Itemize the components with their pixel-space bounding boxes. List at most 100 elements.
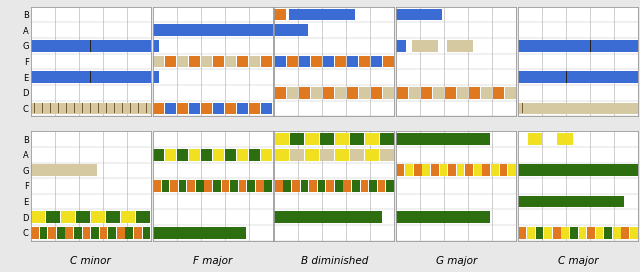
- Bar: [557, 133, 573, 145]
- Bar: [74, 227, 82, 239]
- Bar: [196, 180, 204, 192]
- Bar: [518, 40, 638, 52]
- Bar: [326, 180, 334, 192]
- Bar: [201, 56, 212, 67]
- Bar: [100, 227, 108, 239]
- Bar: [275, 87, 286, 99]
- Bar: [165, 56, 176, 67]
- Bar: [380, 149, 394, 160]
- Bar: [117, 227, 125, 239]
- Bar: [292, 180, 300, 192]
- Text: C major: C major: [558, 256, 598, 266]
- Bar: [189, 149, 200, 160]
- Bar: [621, 227, 629, 239]
- Bar: [396, 211, 490, 223]
- Bar: [90, 71, 91, 83]
- Bar: [350, 149, 364, 160]
- Bar: [31, 103, 150, 114]
- Bar: [237, 103, 248, 114]
- Bar: [365, 149, 379, 160]
- Bar: [311, 56, 322, 67]
- Bar: [153, 103, 164, 114]
- Bar: [225, 149, 236, 160]
- Bar: [579, 227, 586, 239]
- Bar: [213, 149, 224, 160]
- Bar: [177, 56, 188, 67]
- Bar: [317, 180, 325, 192]
- Bar: [177, 103, 188, 114]
- Bar: [136, 211, 150, 223]
- Bar: [74, 103, 75, 113]
- Bar: [31, 40, 150, 52]
- Bar: [323, 87, 334, 99]
- Bar: [90, 103, 91, 113]
- Bar: [561, 227, 569, 239]
- Bar: [261, 103, 272, 114]
- Bar: [275, 56, 286, 67]
- Bar: [287, 87, 298, 99]
- Bar: [518, 71, 638, 83]
- Bar: [153, 180, 161, 192]
- Bar: [31, 71, 150, 83]
- Bar: [275, 24, 308, 36]
- Bar: [134, 227, 141, 239]
- Bar: [221, 180, 229, 192]
- Bar: [213, 56, 224, 67]
- Bar: [536, 227, 543, 239]
- Bar: [213, 103, 224, 114]
- Bar: [58, 103, 59, 113]
- Bar: [275, 133, 289, 145]
- Bar: [396, 9, 442, 20]
- Bar: [275, 180, 283, 192]
- Bar: [360, 180, 368, 192]
- Bar: [352, 180, 360, 192]
- Bar: [587, 227, 595, 239]
- Bar: [48, 227, 56, 239]
- Bar: [546, 103, 547, 113]
- Bar: [596, 227, 604, 239]
- Bar: [299, 87, 310, 99]
- Bar: [594, 103, 595, 113]
- Bar: [378, 180, 385, 192]
- Bar: [213, 180, 221, 192]
- Bar: [369, 180, 377, 192]
- Bar: [527, 227, 535, 239]
- Bar: [604, 227, 612, 239]
- Bar: [106, 211, 120, 223]
- Bar: [481, 87, 492, 99]
- Bar: [201, 103, 212, 114]
- Bar: [344, 180, 351, 192]
- Bar: [409, 87, 420, 99]
- Bar: [261, 149, 272, 160]
- Bar: [189, 56, 200, 67]
- Bar: [323, 56, 334, 67]
- Bar: [493, 87, 504, 99]
- Bar: [161, 180, 170, 192]
- Bar: [499, 165, 508, 176]
- Bar: [31, 165, 97, 176]
- Bar: [431, 165, 438, 176]
- Bar: [275, 211, 382, 223]
- Bar: [491, 165, 499, 176]
- Text: F major: F major: [193, 256, 232, 266]
- Bar: [108, 227, 116, 239]
- Bar: [347, 56, 358, 67]
- Bar: [335, 149, 349, 160]
- Bar: [578, 103, 579, 113]
- Bar: [65, 227, 73, 239]
- Bar: [76, 211, 90, 223]
- Bar: [483, 165, 490, 176]
- Bar: [396, 133, 490, 145]
- Bar: [518, 103, 638, 114]
- Bar: [299, 56, 310, 67]
- Bar: [474, 165, 481, 176]
- Bar: [350, 133, 364, 145]
- Bar: [275, 149, 289, 160]
- Bar: [412, 40, 438, 52]
- Bar: [630, 227, 637, 239]
- Bar: [256, 180, 264, 192]
- Bar: [92, 211, 105, 223]
- Bar: [445, 87, 456, 99]
- Bar: [90, 40, 91, 52]
- Bar: [153, 149, 164, 160]
